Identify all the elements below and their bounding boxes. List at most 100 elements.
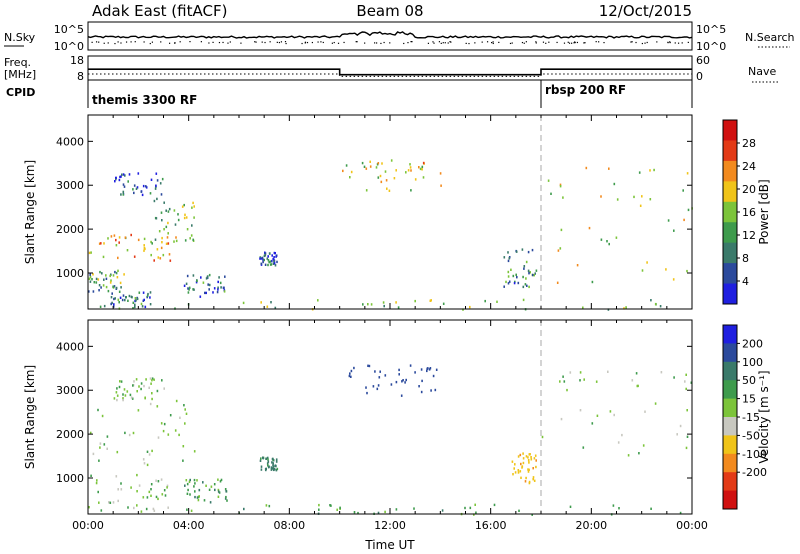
- velocity-colorbar-label: Velocity [m s⁻¹]: [757, 370, 771, 463]
- nsearch-dot: [438, 41, 441, 43]
- scatter-cell: [118, 241, 120, 244]
- scatter-cell: [167, 232, 169, 235]
- colorbar-swatch: [723, 472, 737, 492]
- scatter-cell: [525, 277, 527, 280]
- scatter-cell: [130, 486, 132, 489]
- scatter-cell: [518, 509, 520, 512]
- scatter-cell: [186, 228, 189, 231]
- scatter-cell: [414, 371, 416, 374]
- scatter-cell: [224, 497, 227, 500]
- colorbar-tick-label: 24: [742, 160, 756, 173]
- scatter-cell: [421, 168, 423, 171]
- scatter-cell: [600, 238, 603, 241]
- scatter-cell: [175, 239, 178, 243]
- scatter-cell: [115, 271, 118, 275]
- scatter-cell: [202, 481, 204, 484]
- scatter-cell: [683, 218, 685, 222]
- scatter-cell: [133, 184, 136, 187]
- power-ylabel: Slant Range [km]: [23, 160, 37, 264]
- scatter-cell: [113, 234, 116, 237]
- scatter-cell: [336, 508, 338, 511]
- scatter-cell: [131, 397, 134, 400]
- scatter-cell: [143, 249, 145, 252]
- scatter-cell: [88, 506, 90, 509]
- scatter-cell: [407, 169, 410, 172]
- nsearch-dot: [376, 42, 378, 44]
- scatter-cell: [120, 175, 122, 178]
- nsearch-dot: [646, 41, 648, 44]
- scatter-cell: [186, 492, 189, 495]
- scatter-cell: [143, 244, 145, 247]
- scatter-cell: [208, 288, 210, 291]
- y-tick-label: 1000: [56, 472, 84, 485]
- scatter-cell: [532, 476, 535, 479]
- scatter-cell: [318, 508, 320, 511]
- scatter-cell: [116, 276, 119, 279]
- nave-label: Nave: [748, 65, 776, 78]
- scatter-cell: [428, 368, 431, 371]
- scatter-cell: [267, 259, 270, 262]
- nsearch-dot: [492, 41, 494, 43]
- nsearch-dot: [568, 42, 571, 44]
- scatter-cell: [275, 460, 278, 463]
- nsearch-dot: [343, 41, 345, 44]
- scatter-cell: [224, 275, 226, 278]
- scatter-cell: [262, 456, 264, 459]
- scatter-cell: [117, 298, 120, 301]
- nsearch-dot: [91, 41, 93, 43]
- scatter-cell: [133, 506, 135, 510]
- colorbar-swatch: [723, 325, 737, 344]
- scatter-cell: [109, 274, 111, 278]
- scatter-cell: [559, 380, 561, 383]
- scatter-cell: [95, 481, 98, 485]
- scatter-cell: [90, 251, 92, 254]
- scatter-cell: [667, 219, 670, 222]
- nsearch-dot: [442, 42, 444, 44]
- scatter-cell: [124, 431, 126, 435]
- scatter-cell: [420, 368, 423, 371]
- scatter-cell: [100, 286, 102, 289]
- scatter-cell: [115, 178, 117, 181]
- scatter-cell: [184, 408, 186, 411]
- scatter-cell: [118, 290, 121, 293]
- scatter-cell: [654, 302, 657, 306]
- scatter-cell: [430, 299, 432, 302]
- x-tick-label: 16:00: [475, 519, 507, 532]
- scatter-cell: [123, 185, 126, 188]
- scatter-cell: [512, 473, 514, 476]
- x-tick-label: 08:00: [273, 519, 305, 532]
- scatter-cell: [149, 291, 152, 294]
- nsearch-dot: [285, 42, 287, 45]
- y-tick-label: 4000: [56, 340, 84, 353]
- scatter-cell: [161, 379, 163, 382]
- scatter-cell: [166, 486, 168, 489]
- scatter-cell: [157, 256, 160, 259]
- scatter-cell: [103, 242, 105, 245]
- scatter-cell: [264, 254, 267, 257]
- scatter-cell: [434, 388, 437, 392]
- scatter-cell: [379, 174, 382, 178]
- scatter-cell: [122, 294, 125, 297]
- nsearch-dot: [255, 41, 257, 43]
- scatter-cell: [182, 459, 184, 462]
- scatter-cell: [120, 193, 122, 196]
- nsearch-dot: [641, 42, 643, 45]
- scatter-cell: [205, 277, 208, 280]
- nave-tick-bottom: 0: [696, 70, 703, 83]
- nsearch-dot: [687, 41, 689, 44]
- scatter-cell: [151, 449, 153, 453]
- scatter-cell: [261, 256, 264, 260]
- scatter-cell: [184, 213, 186, 216]
- scatter-cell: [426, 369, 428, 373]
- nsearch-dot: [280, 41, 283, 43]
- scatter-cell: [418, 385, 420, 388]
- scatter-cell: [530, 456, 532, 459]
- scatter-cell: [522, 457, 525, 460]
- scatter-cell: [672, 278, 675, 281]
- scatter-cell: [210, 485, 213, 488]
- scatter-cell: [136, 186, 139, 189]
- scatter-cell: [106, 447, 108, 450]
- scatter-cell: [169, 414, 172, 417]
- scatter-cell: [430, 389, 432, 392]
- scatter-cell: [152, 507, 155, 511]
